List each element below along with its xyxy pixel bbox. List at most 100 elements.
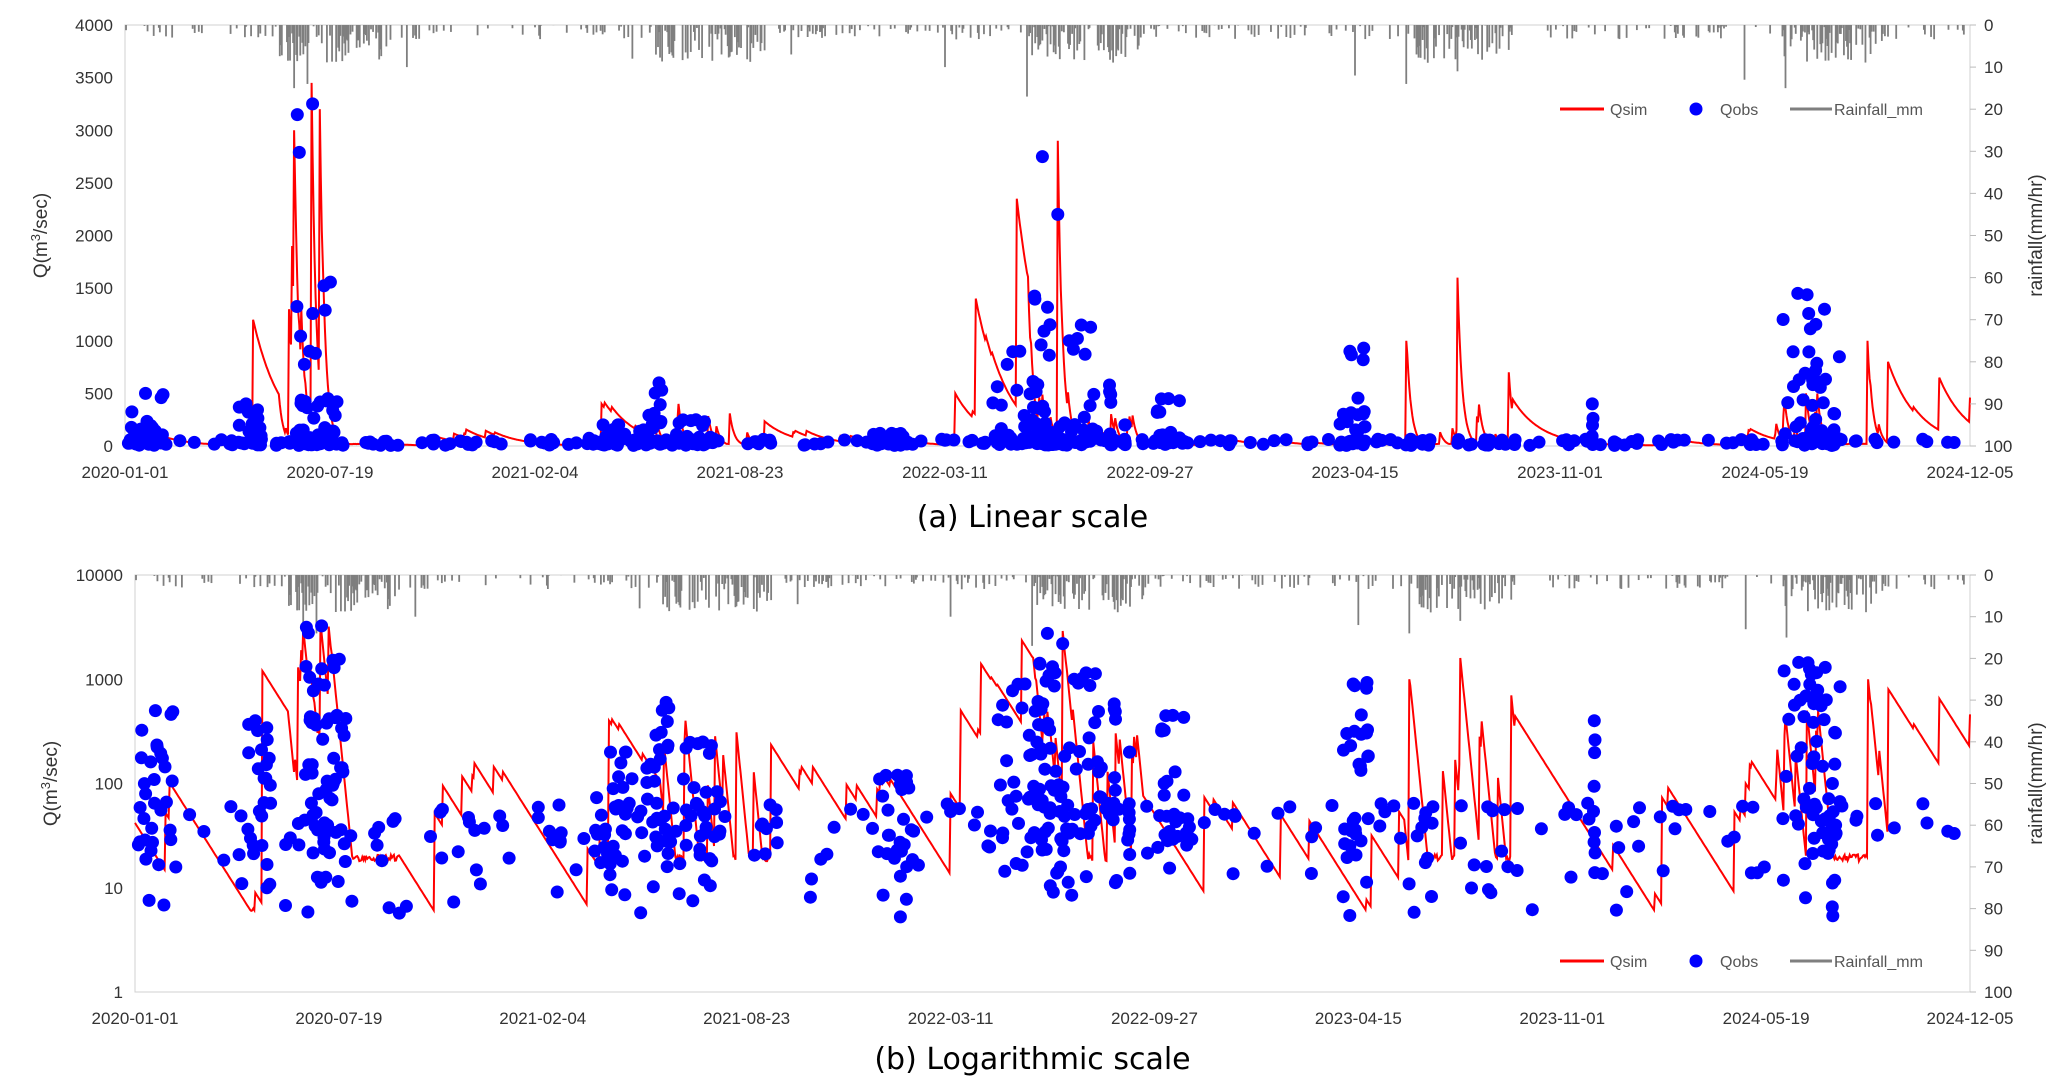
qobs-point (693, 829, 707, 843)
qobs-point (297, 437, 311, 451)
qobs-point (1887, 821, 1901, 835)
qobs-point (1150, 405, 1164, 419)
qobs-point (334, 761, 348, 775)
y-tick-label: 1000 (85, 670, 123, 689)
qobs-point (666, 801, 680, 815)
qobs-point (125, 405, 139, 419)
qobs-point (493, 809, 507, 823)
qobs-point (1101, 796, 1114, 810)
qobs-point (305, 716, 319, 730)
y-axis-title-part: /sec) (41, 741, 62, 782)
qobs-point (1185, 832, 1199, 846)
qobs-point (838, 433, 851, 447)
qobs-point (1787, 380, 1800, 393)
qobs-point (320, 435, 334, 449)
qobs-point (1040, 626, 1054, 640)
qobs-point (262, 751, 276, 765)
qobs-point (1123, 866, 1137, 880)
qobs-point (805, 872, 818, 886)
qobs-point (701, 436, 715, 450)
qobs-point (451, 845, 465, 859)
qobs-point (875, 433, 889, 447)
qobs-point (1797, 710, 1811, 724)
qobs-point (590, 791, 604, 805)
qobs-point (1026, 375, 1040, 388)
qobs-point (1744, 866, 1758, 880)
qobs-point (1407, 796, 1421, 810)
qobs-point (1077, 410, 1091, 424)
qobs-point (693, 842, 707, 856)
qobs-point (531, 800, 545, 814)
qobs-point (604, 745, 617, 759)
x-tick-label: 2020-01-01 (92, 1009, 179, 1028)
qobs-point (1609, 819, 1623, 833)
qobs-point (1121, 833, 1135, 847)
legend-qsim-label: Qsim (1610, 102, 1647, 119)
qobs-point (1736, 799, 1750, 813)
qobs-point (1037, 324, 1051, 338)
qobs-point (1204, 433, 1218, 447)
y-axis-title-superscript: 3 (38, 782, 53, 789)
qobs-point (606, 782, 620, 796)
linear-scale-chart: 0 500 1000 1500 2000 2500 3000 3500 4000 0 10 20 30 4… (28, 16, 2048, 482)
qobs-point (1586, 418, 1599, 432)
qobs-point (1075, 438, 1088, 452)
qobs-point (1819, 372, 1832, 386)
qobs-point (301, 905, 315, 919)
qobs-point (907, 824, 921, 838)
qobs-point (301, 626, 315, 640)
qobs-series (121, 97, 1961, 452)
qobs-point (1829, 818, 1843, 832)
qobs-point (438, 438, 452, 452)
qobs-point (1798, 857, 1812, 871)
qobs-point (1668, 822, 1682, 836)
qobs-point (248, 714, 262, 728)
qobs-point (679, 741, 693, 755)
qobs-point (1796, 393, 1810, 407)
qobs-point (139, 852, 153, 866)
qobs-point (944, 805, 958, 818)
qobs-point (1020, 845, 1034, 859)
qobs-point (338, 855, 352, 868)
panel-b-caption: (b) Logarithmic scale (874, 1042, 1191, 1077)
qobs-point (590, 827, 604, 841)
qobs-point (876, 789, 890, 803)
qobs-point (270, 436, 283, 450)
qobs-point (306, 97, 320, 111)
rainfall-series (125, 25, 1965, 97)
qobs-point (1587, 714, 1601, 728)
qobs-point (1349, 848, 1363, 862)
qobs-point (123, 436, 137, 450)
qobs-point (1743, 438, 1757, 451)
qobs-point (469, 863, 483, 877)
qobs-point (1653, 810, 1667, 824)
qobs-point (882, 828, 896, 842)
qobs-point (546, 436, 559, 450)
qobs-point (651, 435, 665, 449)
legend: Qsim Qobs Rainfall_mm (1560, 954, 1923, 971)
qobs-point (1782, 712, 1796, 726)
qobs-point (137, 812, 151, 825)
qobs-point (1465, 881, 1478, 895)
qobs-point (1108, 771, 1122, 785)
qobs-point (1361, 812, 1375, 826)
x-tick-label: 2022-09-27 (1111, 1009, 1198, 1028)
qobs-point (1034, 747, 1048, 761)
qobs-point (1807, 693, 1820, 707)
qobs-point (648, 386, 662, 400)
legend-qobs-label: Qobs (1720, 954, 1758, 971)
qobs-point (983, 840, 997, 854)
qobs-point (634, 906, 648, 920)
qobs-point (1058, 749, 1072, 763)
qobs-point (965, 433, 979, 447)
y2-tick-label: 100 (1984, 983, 2012, 1002)
y-tick-label: 2500 (75, 174, 113, 193)
qobs-point (1791, 817, 1805, 831)
x-tick-label: 2023-04-15 (1315, 1009, 1402, 1028)
qobs-point (1118, 418, 1132, 432)
qobs-point (711, 434, 725, 448)
qobs-point (996, 831, 1009, 845)
qobs-point (255, 743, 268, 757)
qobs-point (1790, 749, 1804, 763)
qobs-point (1068, 808, 1082, 821)
